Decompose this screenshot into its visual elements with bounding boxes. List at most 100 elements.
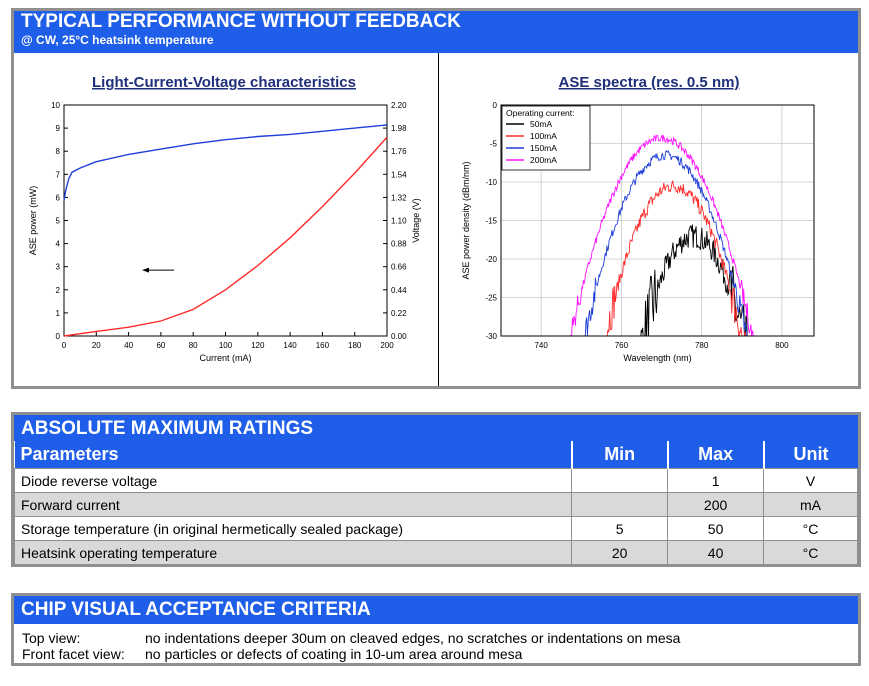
spectrum-150mA xyxy=(584,149,748,336)
x-tick-label: 80 xyxy=(189,341,198,350)
performance-subtitle: @ CW, 25°C heatsink temperature xyxy=(21,33,214,47)
criteria-label: Top view: xyxy=(22,630,81,646)
min-cell: 20 xyxy=(571,540,669,565)
x-tick-label: 180 xyxy=(348,341,362,350)
chip-criteria-panel: CHIP VISUAL ACCEPTANCE CRITERIA Top view… xyxy=(11,593,861,666)
x-tick-label: 120 xyxy=(251,341,265,350)
x-tick-label: 800 xyxy=(775,341,789,350)
x-tick-label: 780 xyxy=(695,341,709,350)
header-max: Max xyxy=(666,441,764,469)
y-axis-label: ASE power density (dBm/nm) xyxy=(461,161,471,279)
y2-tick-label: 1.10 xyxy=(391,217,407,226)
criteria-row: Front facet view: no particles or defect… xyxy=(14,646,858,662)
spectrum-50mA xyxy=(640,224,748,336)
y2-tick-label: 1.32 xyxy=(391,193,407,202)
chart-divider xyxy=(438,53,439,386)
max-cell: 200 xyxy=(667,492,765,517)
y-tick-label: -5 xyxy=(490,140,498,149)
y-tick-label: -30 xyxy=(485,332,497,341)
y-tick-label: 8 xyxy=(56,147,61,156)
param-cell: Heatsink operating temperature xyxy=(13,540,573,565)
liv-chart-title: Light-Current-Voltage characteristics xyxy=(92,74,356,91)
header-parameters: Parameters xyxy=(14,441,572,469)
plot-frame xyxy=(500,104,815,337)
x-axis-label: Current (mA) xyxy=(199,353,251,363)
criteria-row: Top view: no indentations deeper 30um on… xyxy=(14,630,858,646)
y-tick-label: -15 xyxy=(485,217,497,226)
ratings-panel: ABSOLUTE MAXIMUM RATINGS Parameters Min … xyxy=(11,412,861,567)
param-cell: Storage temperature (in original hermeti… xyxy=(13,516,573,541)
legend-label: 200mA xyxy=(530,155,557,165)
x-axis-label: Wavelength (nm) xyxy=(623,353,691,363)
performance-panel: TYPICAL PERFORMANCE WITHOUT FEEDBACK @ C… xyxy=(11,8,861,389)
y-tick-label: 7 xyxy=(56,170,61,179)
x-tick-label: 740 xyxy=(534,341,548,350)
unit-cell: V xyxy=(763,468,858,493)
x-tick-label: 160 xyxy=(316,341,330,350)
max-cell: 40 xyxy=(667,540,765,565)
x-tick-label: 60 xyxy=(156,341,165,350)
x-tick-label: 140 xyxy=(283,341,297,350)
ratings-header-row: Parameters Min Max Unit xyxy=(14,441,858,469)
unit-cell: °C xyxy=(763,516,858,541)
y-tick-label: 1 xyxy=(56,309,61,318)
y2-tick-label: 1.98 xyxy=(391,124,407,133)
x-tick-label: 20 xyxy=(92,341,101,350)
min-cell xyxy=(571,468,669,493)
table-row: Forward current 200 mA xyxy=(13,492,858,517)
y-tick-label: 0 xyxy=(56,332,61,341)
header-min: Min xyxy=(570,441,668,469)
y-tick-label: 0 xyxy=(493,101,498,110)
criteria-label: Front facet view: xyxy=(22,646,125,662)
x-tick-label: 760 xyxy=(615,341,629,350)
y-tick-label: -25 xyxy=(485,294,497,303)
unit-cell: mA xyxy=(763,492,858,517)
y-tick-label: 3 xyxy=(56,263,61,272)
legend-label: 100mA xyxy=(530,131,557,141)
ratings-title: ABSOLUTE MAXIMUM RATINGS xyxy=(14,415,858,441)
criteria-text: no indentations deeper 30um on cleaved e… xyxy=(145,630,681,646)
table-row: Diode reverse voltage 1 V xyxy=(13,468,858,493)
y-tick-label: 9 xyxy=(56,124,61,133)
y-axis-label: ASE power (mW) xyxy=(28,186,38,256)
chip-title: CHIP VISUAL ACCEPTANCE CRITERIA xyxy=(14,596,858,624)
x-tick-label: 100 xyxy=(219,341,233,350)
liv-chart: Light-Current-Voltage characteristics 0 2… xyxy=(28,74,421,363)
x-tick-label: 40 xyxy=(124,341,133,350)
x-tick-label: 200 xyxy=(380,341,394,350)
min-cell: 5 xyxy=(571,516,669,541)
param-cell: Forward current xyxy=(13,492,573,517)
y-tick-label: 4 xyxy=(56,240,61,249)
spectrum-200mA xyxy=(569,134,754,336)
table-row: Heatsink operating temperature 20 40 °C xyxy=(13,540,858,565)
y2-tick-label: 0.00 xyxy=(391,332,407,341)
max-cell: 50 xyxy=(667,516,765,541)
y2-tick-label: 1.54 xyxy=(391,170,407,179)
legend-label: 50mA xyxy=(530,119,553,129)
ase-chart: ASE spectra (res. 0.5 nm) 740 760 780 800 0 -… xyxy=(461,74,815,363)
y2-tick-label: 0.44 xyxy=(391,286,407,295)
y-tick-label: -20 xyxy=(485,255,497,264)
y2-tick-label: 1.76 xyxy=(391,147,407,156)
y-tick-label: 2 xyxy=(56,286,61,295)
ratings-table: Parameters Min Max Unit Diode reverse vo… xyxy=(13,441,858,565)
performance-header: TYPICAL PERFORMANCE WITHOUT FEEDBACK @ C… xyxy=(14,11,858,53)
y-tick-label: -10 xyxy=(485,178,497,187)
y-tick-label: 6 xyxy=(56,193,61,202)
max-cell: 1 xyxy=(667,468,765,493)
min-cell xyxy=(571,492,669,517)
y2-tick-label: 0.22 xyxy=(391,309,407,318)
spectrum-100mA xyxy=(606,180,747,336)
header-unit: Unit xyxy=(762,441,858,469)
y-tick-label: 10 xyxy=(51,101,60,110)
legend-label: 150mA xyxy=(530,143,557,153)
axis-arrow-head xyxy=(142,267,149,273)
criteria-text: no particles or defects of coating in 10… xyxy=(145,646,523,662)
ase-chart-title: ASE spectra (res. 0.5 nm) xyxy=(559,74,740,91)
power-curve xyxy=(63,136,388,337)
unit-cell: °C xyxy=(763,540,858,565)
y-tick-label: 5 xyxy=(56,217,61,226)
y2-tick-label: 0.88 xyxy=(391,240,407,249)
table-row: Storage temperature (in original hermeti… xyxy=(13,516,858,541)
y2-tick-label: 0.66 xyxy=(391,263,407,272)
